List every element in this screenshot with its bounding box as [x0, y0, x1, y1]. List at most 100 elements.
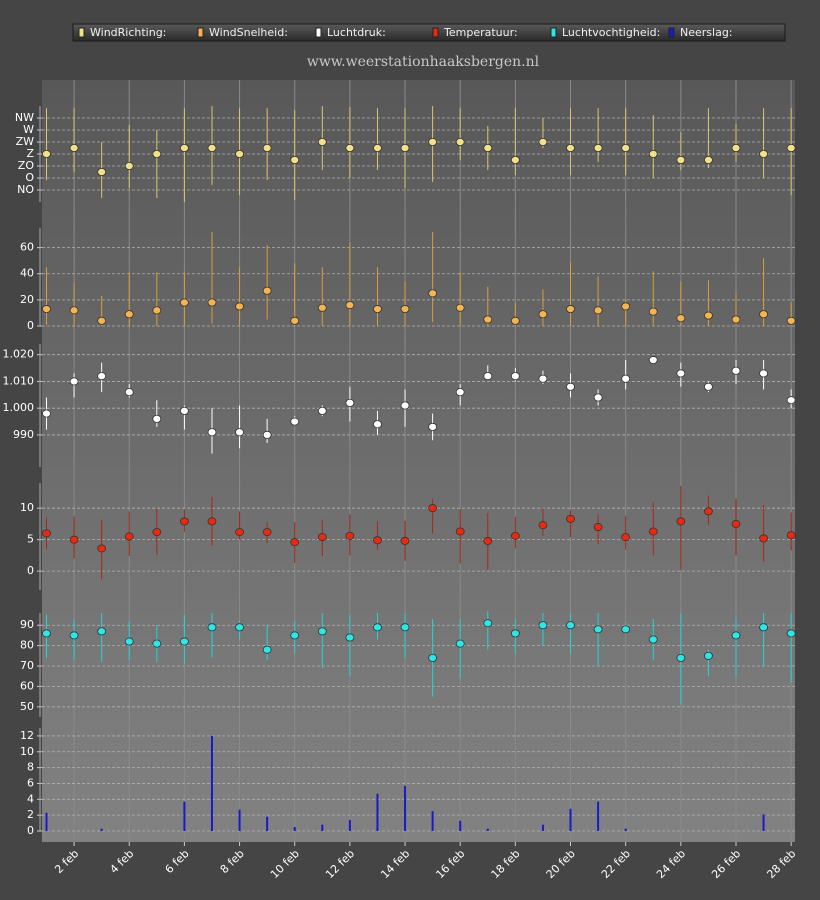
marker — [290, 155, 300, 164]
y-tick-label: ZW — [16, 135, 35, 148]
marker — [648, 635, 658, 644]
marker — [483, 315, 493, 324]
marker — [179, 517, 189, 526]
bar — [541, 824, 544, 831]
marker — [207, 623, 217, 632]
y-tick-label: 60 — [20, 241, 34, 254]
legend-label: Neerslag: — [680, 26, 733, 39]
bar — [597, 801, 600, 831]
marker — [483, 372, 493, 381]
marker — [621, 302, 631, 311]
marker — [69, 631, 79, 640]
marker — [97, 316, 107, 325]
marker — [124, 161, 134, 170]
legend-label: Temperatuur: — [443, 26, 518, 39]
marker — [207, 143, 217, 152]
marker — [345, 531, 355, 540]
marker — [235, 302, 244, 311]
y-tick-label: 6 — [27, 776, 34, 789]
y-tick-label: 990 — [13, 428, 34, 441]
y-tick-label: ZO — [18, 159, 35, 172]
marker — [786, 629, 796, 638]
marker — [648, 356, 658, 365]
marker — [428, 289, 438, 298]
legend-box — [72, 23, 786, 42]
marker — [235, 528, 244, 537]
y-tick-label: 20 — [20, 293, 34, 306]
marker — [455, 137, 465, 146]
marker — [400, 401, 410, 410]
marker — [152, 306, 162, 315]
marker — [455, 388, 465, 397]
bar — [569, 808, 572, 831]
marker — [731, 315, 741, 324]
plot-area — [42, 80, 795, 842]
bar — [431, 811, 434, 831]
y-tick-label: NO — [17, 183, 34, 196]
y-tick-label: 12 — [20, 729, 34, 742]
legend-swatch — [668, 27, 675, 38]
marker — [97, 544, 107, 553]
marker — [510, 629, 520, 638]
marker — [290, 417, 300, 426]
marker — [510, 155, 520, 164]
legend-label: WindSnelheid: — [209, 26, 288, 39]
marker — [538, 137, 548, 146]
marker — [97, 167, 107, 176]
marker — [566, 382, 575, 391]
marker — [235, 149, 244, 158]
y-tick-label: 8 — [27, 761, 34, 774]
marker — [786, 531, 796, 540]
y-tick-label: 40 — [20, 267, 34, 280]
bar — [183, 801, 186, 831]
marker — [483, 619, 493, 628]
legend-swatch — [315, 27, 322, 38]
marker — [621, 374, 631, 383]
marker — [290, 316, 300, 325]
marker — [621, 143, 631, 152]
legend-label: Luchtdruk: — [327, 26, 386, 39]
marker — [538, 621, 548, 630]
marker — [510, 531, 520, 540]
marker — [317, 406, 327, 415]
marker — [42, 529, 51, 538]
marker — [345, 633, 355, 642]
marker — [262, 286, 272, 295]
marker — [704, 651, 713, 660]
marker — [290, 538, 300, 547]
marker — [179, 637, 189, 646]
marker — [317, 533, 327, 542]
marker — [621, 625, 631, 634]
bar — [624, 828, 627, 831]
marker — [373, 305, 382, 314]
y-tick-label: 80 — [20, 639, 34, 652]
bar — [100, 828, 103, 831]
marker — [428, 653, 438, 662]
marker — [124, 310, 134, 319]
marker — [69, 306, 79, 315]
marker — [179, 298, 189, 307]
marker — [235, 623, 244, 632]
marker — [676, 653, 686, 662]
marker — [483, 143, 493, 152]
marker — [704, 382, 713, 391]
marker — [373, 536, 382, 545]
marker — [262, 430, 272, 439]
marker — [152, 528, 162, 537]
y-tick-label: NW — [15, 111, 34, 124]
marker — [593, 143, 603, 152]
legend-label: Luchtvochtigheid: — [562, 26, 660, 39]
marker — [759, 149, 768, 158]
marker — [124, 388, 134, 397]
marker — [786, 396, 796, 405]
marker — [676, 369, 686, 378]
marker — [262, 528, 272, 537]
chart-title: www.weerstationhaaksbergen.nl — [307, 54, 540, 70]
bar — [376, 793, 379, 831]
marker — [207, 517, 217, 526]
bar — [210, 735, 213, 831]
marker — [207, 428, 217, 437]
y-tick-label: Z — [26, 147, 34, 160]
marker — [593, 523, 603, 532]
